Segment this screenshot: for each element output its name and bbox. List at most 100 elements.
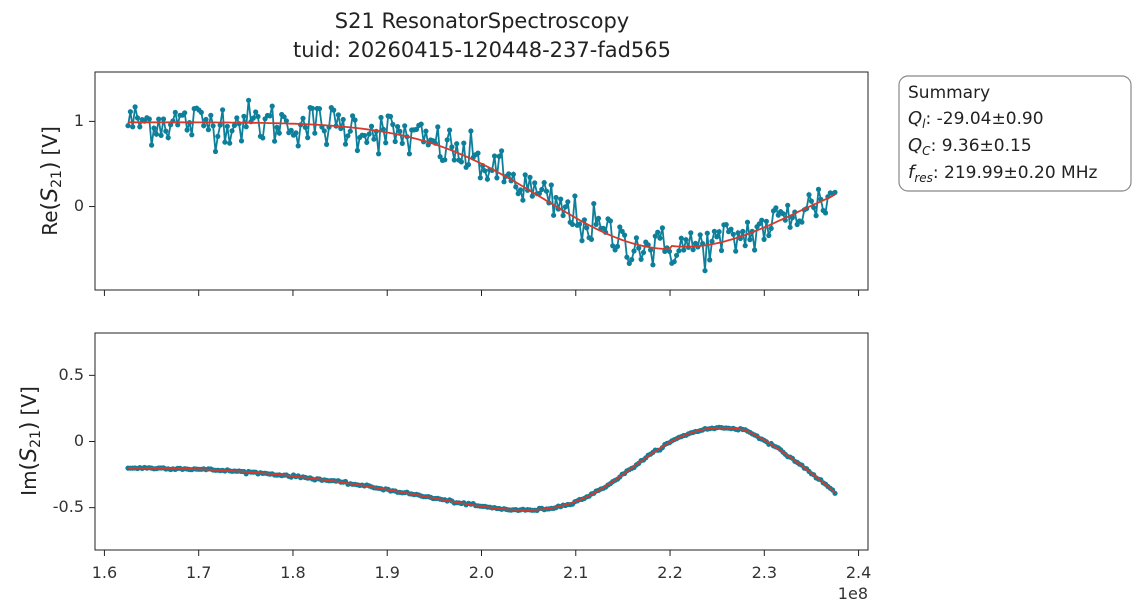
data-point	[491, 153, 498, 159]
data-point	[780, 211, 786, 217]
data-point	[532, 180, 538, 186]
data-point	[676, 248, 682, 254]
data-point	[768, 225, 774, 231]
data-point	[442, 157, 448, 163]
x-tick-label: 2.1	[563, 563, 588, 582]
summary-qc: QC: 9.36±0.15	[908, 135, 1032, 158]
data-point	[482, 168, 488, 174]
data-point	[402, 123, 408, 129]
data-point	[175, 122, 181, 128]
top-x-ticks	[103, 290, 860, 296]
data-point	[652, 233, 658, 239]
data-point	[638, 256, 644, 262]
data-point	[243, 124, 249, 130]
data-point	[484, 176, 490, 182]
data-point	[134, 115, 141, 121]
data-point	[272, 138, 278, 144]
fit-series-line	[128, 121, 836, 250]
data-point	[655, 229, 661, 235]
data-point	[354, 147, 360, 154]
data-point	[222, 139, 228, 145]
data-point	[475, 150, 481, 156]
x-tick-label: 2.3	[752, 563, 777, 582]
data-point	[383, 140, 389, 146]
data-point	[551, 212, 557, 218]
data-point	[789, 215, 796, 221]
data-point	[558, 196, 564, 202]
data-point	[707, 257, 713, 263]
data-point	[522, 172, 528, 178]
data-point	[650, 262, 656, 268]
summary-heading: Summary	[908, 83, 990, 103]
data-point	[619, 228, 625, 234]
data-point	[785, 202, 791, 208]
data-point	[418, 121, 424, 127]
data-point	[562, 204, 569, 210]
data-point	[387, 113, 394, 120]
data-point	[399, 140, 405, 146]
data-point	[600, 225, 606, 231]
data-point	[300, 115, 306, 121]
data-point	[711, 228, 718, 234]
data-point	[529, 193, 535, 199]
data-point	[220, 107, 226, 113]
data-point	[539, 186, 545, 193]
data-point	[742, 243, 748, 249]
data-point	[345, 133, 351, 139]
data-point	[406, 151, 412, 157]
data-point	[352, 117, 358, 123]
data-point	[378, 114, 384, 121]
summary-box: Summary Ql: -29.04±0.90 QC: 9.36±0.15 fr…	[898, 75, 1132, 192]
data-point	[293, 130, 299, 136]
data-point	[799, 219, 805, 225]
data-point	[622, 232, 628, 238]
data-point	[527, 174, 533, 180]
data-point	[461, 140, 467, 146]
data-point	[657, 235, 663, 241]
data-point	[324, 141, 330, 147]
chart-title-line2: tuid: 20260415-120448-237-fad565	[293, 38, 671, 62]
data-point	[709, 238, 715, 244]
data-point	[231, 122, 237, 129]
data-point	[146, 116, 152, 122]
data-point	[683, 237, 689, 243]
data-point	[130, 124, 136, 130]
data-point	[822, 210, 829, 216]
data-point	[704, 230, 710, 236]
data-point	[444, 137, 450, 143]
data-point	[808, 198, 815, 204]
data-point	[659, 225, 666, 231]
data-point	[250, 115, 256, 121]
data-point	[584, 225, 590, 231]
data-point	[234, 115, 240, 121]
data-point	[614, 243, 621, 249]
data-point	[309, 105, 315, 111]
data-point	[361, 132, 368, 139]
data-point	[588, 236, 595, 242]
data-point	[350, 113, 356, 119]
summary-box-frame	[898, 75, 1132, 192]
data-point	[321, 128, 327, 134]
data-point	[229, 128, 235, 134]
data-point	[569, 221, 576, 227]
data-point	[510, 171, 516, 177]
data-point	[714, 234, 720, 240]
data-point	[335, 112, 341, 118]
data-point	[182, 110, 188, 116]
data-point	[499, 148, 505, 154]
data-point	[437, 154, 443, 160]
data-point	[697, 232, 703, 238]
data-point	[572, 193, 578, 199]
data-point	[517, 187, 524, 193]
data-point	[593, 221, 599, 227]
data-point	[553, 194, 559, 201]
data-point	[246, 97, 252, 103]
data-point	[149, 142, 155, 148]
data-point	[447, 127, 453, 133]
x-tick-label: 2.2	[657, 563, 682, 582]
data-point	[392, 138, 398, 145]
data-point	[395, 124, 401, 130]
data-point	[678, 235, 684, 241]
x-tick-label: 1.6	[92, 563, 117, 582]
